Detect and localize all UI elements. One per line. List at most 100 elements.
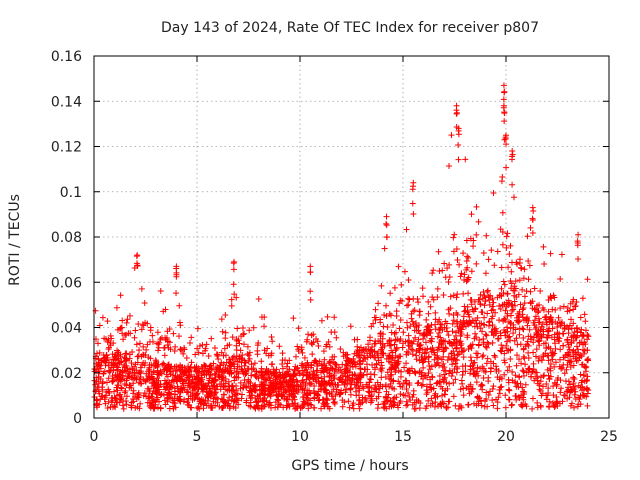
data-point: [487, 292, 494, 299]
data-point: [555, 337, 562, 344]
data-point: [123, 401, 130, 408]
data-point: [454, 291, 461, 298]
data-point: [114, 366, 121, 373]
data-point: [392, 352, 399, 359]
data-point: [548, 319, 555, 326]
data-point: [470, 243, 477, 250]
data-point: [307, 296, 314, 303]
data-point: [97, 375, 104, 382]
data-point: [413, 396, 420, 403]
data-point: [311, 395, 318, 402]
data-point: [123, 350, 130, 357]
data-point: [136, 347, 143, 354]
data-point: [558, 385, 565, 392]
data-point: [470, 308, 477, 315]
data-point: [91, 393, 98, 400]
data-point: [453, 369, 460, 376]
data-point: [185, 380, 192, 387]
data-point: [533, 346, 540, 353]
data-point: [505, 386, 512, 393]
data-point: [252, 381, 259, 388]
data-point: [529, 216, 536, 223]
data-point: [336, 391, 343, 398]
data-point: [489, 397, 496, 404]
data-point: [292, 353, 299, 360]
data-point: [123, 393, 130, 400]
data-point: [424, 323, 431, 330]
data-point: [440, 292, 447, 299]
data-point: [117, 359, 124, 366]
data-point: [366, 389, 373, 396]
data-point: [560, 303, 567, 310]
data-point: [501, 136, 508, 143]
data-point: [498, 264, 505, 271]
data-point: [504, 338, 511, 345]
data-point: [226, 394, 233, 401]
data-point: [403, 380, 410, 387]
data-point: [101, 335, 108, 342]
data-point: [441, 391, 448, 398]
data-point: [571, 329, 578, 336]
data-point: [515, 393, 522, 400]
data-point: [267, 402, 274, 409]
data-point: [376, 385, 383, 392]
data-point: [519, 402, 526, 409]
data-point: [403, 385, 410, 392]
data-point: [410, 211, 417, 218]
data-point: [324, 397, 331, 404]
data-point: [211, 378, 218, 385]
data-point: [472, 330, 479, 337]
data-point: [105, 375, 112, 382]
data-point: [525, 276, 532, 283]
data-point: [473, 334, 480, 341]
data-point: [489, 295, 496, 302]
data-point: [219, 372, 226, 379]
data-point: [578, 326, 585, 333]
data-point: [258, 405, 265, 412]
data-point: [243, 369, 250, 376]
data-point: [229, 334, 236, 341]
data-point: [359, 383, 366, 390]
data-point: [483, 344, 490, 351]
data-point: [473, 402, 480, 409]
data-point: [252, 373, 259, 380]
data-point: [204, 397, 211, 404]
data-point: [128, 399, 135, 406]
data-point: [133, 341, 140, 348]
data-point: [405, 295, 412, 302]
data-point: [188, 359, 195, 366]
data-point: [537, 403, 544, 410]
data-point: [269, 338, 276, 345]
data-point: [114, 326, 121, 333]
data-point: [519, 325, 526, 332]
data-point: [383, 220, 390, 227]
data-point: [573, 343, 580, 350]
data-point: [131, 334, 138, 341]
data-point: [412, 352, 419, 359]
data-point: [286, 403, 293, 410]
data-point: [161, 352, 168, 359]
data-point: [446, 380, 453, 387]
data-point: [138, 380, 145, 387]
data-point: [185, 389, 192, 396]
data-point: [299, 403, 306, 410]
data-point: [443, 379, 450, 386]
data-point: [567, 389, 574, 396]
data-point: [452, 332, 459, 339]
data-point: [498, 293, 505, 300]
data-point: [189, 376, 196, 383]
data-point: [331, 314, 338, 321]
axis-ticks: [93, 55, 610, 419]
data-point: [540, 351, 547, 358]
data-point: [359, 394, 366, 401]
data-point: [310, 331, 317, 338]
data-point: [459, 348, 466, 355]
data-point: [412, 370, 419, 377]
data-point: [564, 349, 571, 356]
data-point: [202, 383, 209, 390]
data-point: [466, 390, 473, 397]
data-point: [386, 375, 393, 382]
data-point: [563, 366, 570, 373]
data-point: [514, 261, 521, 268]
data-point: [231, 291, 238, 298]
